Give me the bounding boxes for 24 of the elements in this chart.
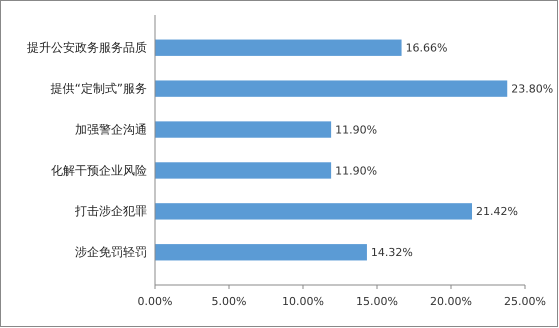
y-tick-label: 加强警企沟通 [75, 122, 147, 136]
x-tick-label: 15.00% [356, 295, 398, 308]
x-tick-label: 25.00% [504, 295, 546, 308]
data-label: 14.32% [370, 246, 413, 260]
bar [155, 80, 508, 97]
y-tick-label: 打击涉企犯罪 [74, 204, 147, 218]
bar [155, 244, 367, 260]
y-tick-label: 涉企免罚轻罚 [75, 245, 147, 260]
data-label: 16.66% [406, 42, 448, 55]
y-tick-label: 提供“定制式”服务 [50, 81, 147, 96]
y-tick-label: 提升公安政务服务品质 [27, 40, 147, 55]
bar [155, 40, 402, 56]
bar [155, 121, 332, 138]
bar [155, 162, 332, 179]
data-label: 11.90% [335, 164, 378, 178]
bar [155, 203, 472, 220]
x-tick-label: 0.00% [138, 295, 172, 308]
x-tick-label: 10.00% [282, 295, 324, 308]
x-tick-label: 20.00% [430, 295, 472, 308]
data-label: 11.90% [335, 123, 378, 136]
data-label: 21.42% [476, 205, 518, 218]
y-tick-label: 化解干预企业风险 [51, 163, 147, 178]
x-tick-label: 5.00% [212, 295, 246, 308]
data-label: 23.80% [511, 82, 554, 96]
